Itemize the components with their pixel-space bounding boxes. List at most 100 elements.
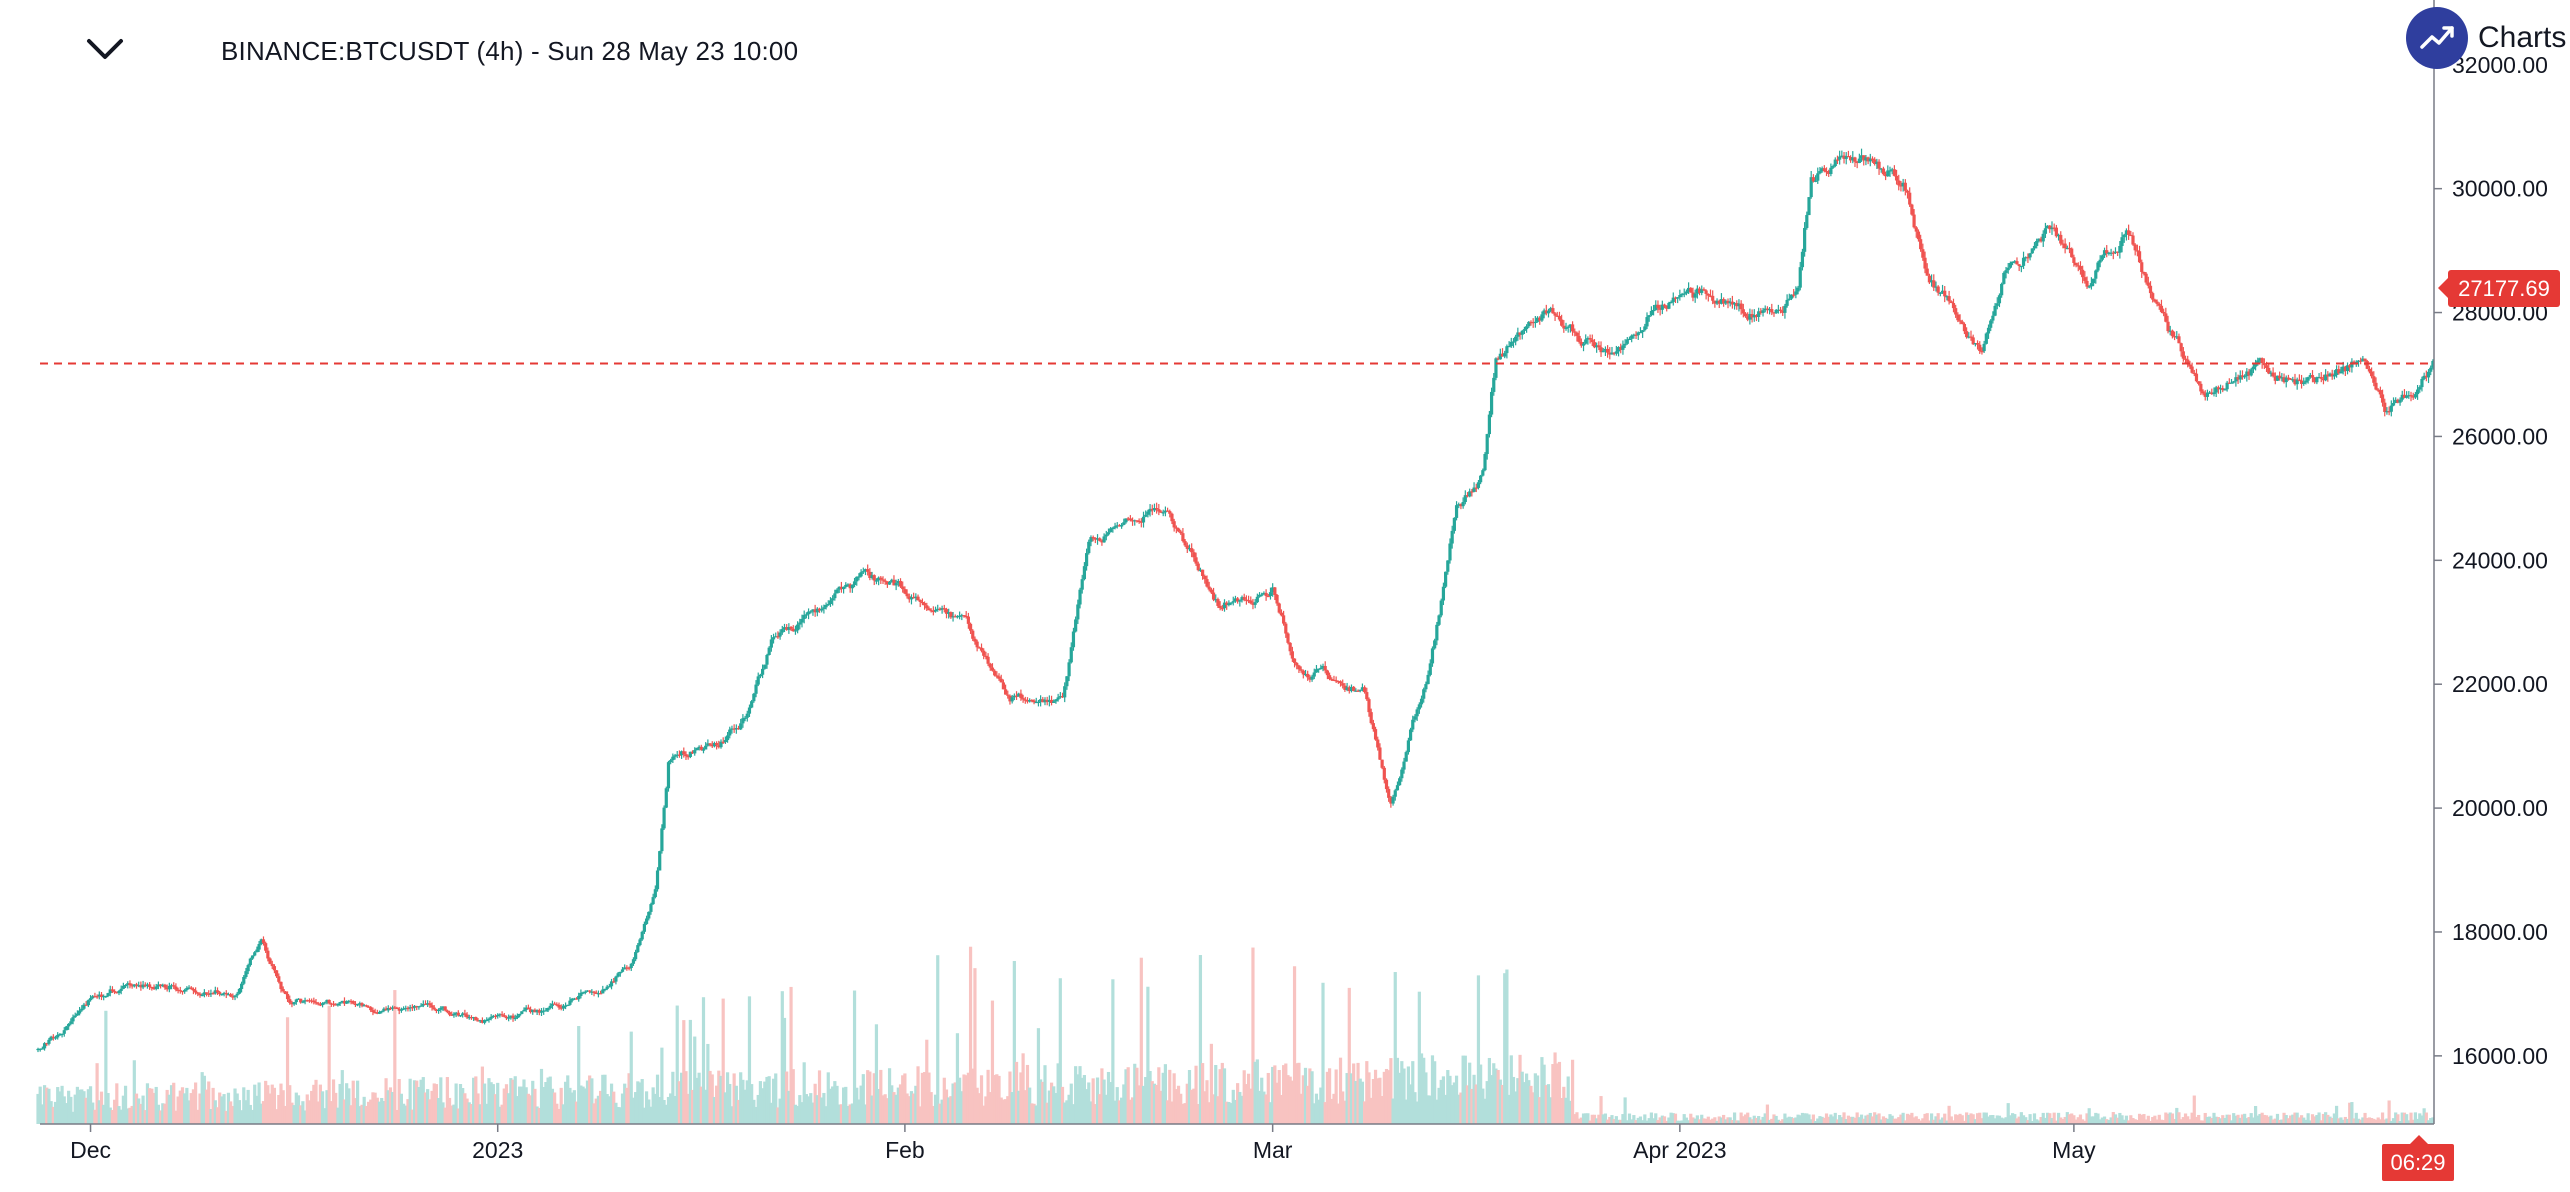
candle-body — [469, 1017, 474, 1019]
volume-bar — [2225, 1114, 2229, 1124]
candle-body — [1498, 353, 1502, 360]
volume-bar — [2091, 1116, 2096, 1124]
volume-bar — [2181, 1117, 2185, 1124]
volume-bar — [559, 1087, 563, 1124]
volume-bar — [2175, 1107, 2179, 1124]
candle-body — [1848, 156, 1853, 161]
candle-body — [161, 984, 165, 987]
candle-body — [2214, 387, 2218, 393]
volume-bar — [345, 1083, 349, 1124]
candle-body — [257, 944, 261, 950]
candle-body — [1993, 305, 1997, 316]
volume-bar — [1859, 1114, 1864, 1124]
candle-body — [859, 572, 863, 577]
volume-bar — [1025, 1064, 1030, 1124]
volume-bar — [1645, 1120, 1649, 1124]
volume-bar — [599, 1090, 603, 1124]
volume-bar — [353, 1098, 358, 1124]
candle-body — [1109, 528, 1113, 533]
volume-bar — [397, 1079, 401, 1124]
volume-bar — [563, 1081, 568, 1124]
candle-body — [69, 1021, 73, 1024]
candle-body — [194, 990, 198, 993]
candle-body — [174, 986, 178, 990]
volume-bar — [183, 1093, 187, 1124]
volume-bar — [126, 1108, 130, 1124]
volume-bar — [1109, 1082, 1113, 1124]
volume-bar — [152, 1092, 156, 1124]
candle-body — [712, 743, 717, 747]
volume-bar — [1266, 1072, 1270, 1124]
candle-body — [500, 1014, 504, 1016]
volume-bar — [2267, 1116, 2271, 1124]
volume-bar — [1014, 1061, 1019, 1124]
volume-bar — [1671, 1113, 1675, 1124]
candle-body — [2019, 265, 2023, 268]
candle-body — [820, 608, 824, 611]
volume-bar — [1398, 1072, 1402, 1124]
volume-bar — [1168, 1069, 1172, 1124]
volume-bar — [1750, 1119, 1754, 1124]
volume-bar — [1496, 1069, 1500, 1124]
collapse-button[interactable] — [78, 26, 132, 72]
candle-body — [1238, 600, 1242, 602]
tradingview-brand-link[interactable]: Charts powered by TradingView — [2406, 6, 2570, 70]
candle-body — [2225, 382, 2229, 390]
candle-body — [299, 998, 303, 1003]
candle-body — [1012, 695, 1016, 698]
volume-bar — [905, 1093, 909, 1124]
candle-body — [1268, 592, 1273, 596]
volume-bar — [2135, 1119, 2139, 1124]
volume-bar — [500, 1104, 504, 1124]
volume-bar — [1446, 1070, 1450, 1124]
volume-bar — [1052, 1086, 1056, 1124]
volume-bar — [174, 1110, 178, 1124]
candle-body — [2120, 237, 2124, 247]
volume-bar — [791, 1069, 795, 1124]
volume-bar — [1647, 1118, 1651, 1124]
volume-bar — [1080, 1077, 1084, 1124]
volume-bar — [211, 1087, 215, 1124]
volume-bar — [1288, 1076, 1292, 1124]
volume-bar — [863, 1104, 868, 1124]
volume-bar — [822, 1092, 826, 1124]
volume-bar — [1069, 1083, 1073, 1124]
candle-body — [1531, 321, 1535, 324]
volume-bar — [2063, 1116, 2067, 1124]
volume-bar — [231, 1105, 235, 1124]
candle-body — [1117, 525, 1122, 527]
volume-bar — [971, 1068, 975, 1124]
volume-bar — [194, 1082, 198, 1124]
volume-bar — [594, 1098, 598, 1124]
volume-bar — [489, 1082, 493, 1124]
candle-body — [40, 1048, 44, 1050]
candle-body — [375, 1012, 379, 1014]
volume-bar — [2385, 1118, 2389, 1124]
volume-bar — [2028, 1114, 2032, 1124]
candle-body — [285, 993, 290, 1000]
volume-bar — [1761, 1116, 1765, 1124]
candle-body — [1529, 321, 1533, 324]
volume-bar — [1938, 1119, 1942, 1124]
candle-body — [958, 615, 962, 617]
candle-body — [964, 615, 968, 618]
volume-bar — [1144, 1077, 1148, 1124]
candle-body — [2201, 391, 2205, 394]
candle-body — [222, 992, 226, 995]
trend-up-icon — [2406, 7, 2468, 69]
candle-body — [2124, 230, 2129, 235]
volume-bar — [962, 1074, 966, 1124]
volume-bar — [1325, 1071, 1329, 1124]
volume-bar — [1509, 1055, 1513, 1124]
volume-bar — [465, 1098, 469, 1124]
price-tick-label: 26000.00 — [2452, 423, 2548, 449]
volume-bar — [2258, 1114, 2262, 1124]
candle-body — [1306, 673, 1310, 678]
candle-body — [417, 1006, 421, 1008]
volume-bar — [268, 1093, 272, 1124]
volume-bar — [660, 1047, 664, 1124]
candle-body — [152, 987, 156, 990]
candle-body — [655, 870, 660, 890]
volume-bar — [384, 1078, 388, 1124]
